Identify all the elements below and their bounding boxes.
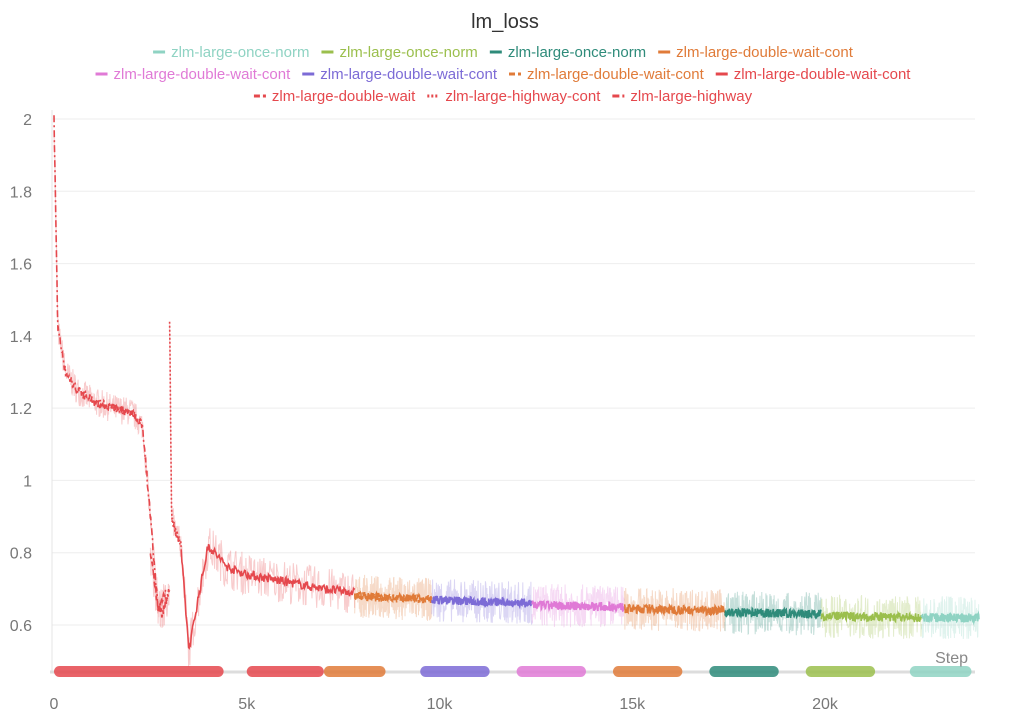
y-tick-label: 1.2 bbox=[10, 401, 32, 418]
chart-title: lm_loss bbox=[471, 11, 539, 33]
legend-item[interactable]: zlm-large-double-wait-cont bbox=[715, 66, 912, 83]
series-raw-line bbox=[149, 547, 170, 628]
series-line bbox=[531, 599, 626, 614]
legend-item[interactable]: zlm-large-highway-cont bbox=[427, 88, 601, 105]
legend-label: zlm-large-double-wait-cont bbox=[676, 44, 854, 61]
x-tick-label: 5k bbox=[238, 696, 256, 713]
legend-item[interactable]: zlm-large-once-norm bbox=[321, 44, 478, 61]
x-tick-label: 15k bbox=[619, 696, 646, 713]
x-axis-label: Step bbox=[935, 650, 968, 667]
series-line bbox=[53, 115, 167, 612]
legend-label: zlm-large-once-norm bbox=[339, 44, 477, 61]
legend-item[interactable]: zlm-large-double-wait bbox=[253, 88, 416, 105]
run-range-bar[interactable] bbox=[909, 666, 972, 677]
legend-label: zlm-large-highway bbox=[630, 88, 752, 105]
legend-label: zlm-large-highway-cont bbox=[445, 88, 601, 105]
series-raw-line bbox=[53, 133, 167, 614]
x-tick-label: 10k bbox=[427, 696, 454, 713]
run-range-bar[interactable] bbox=[612, 666, 683, 677]
y-tick-label: 0.8 bbox=[10, 546, 32, 563]
series-lines bbox=[53, 115, 980, 668]
legend-item[interactable]: zlm-large-double-wait-cont bbox=[509, 66, 705, 83]
y-tick-label: 1.4 bbox=[10, 329, 32, 346]
x-tick-label: 0 bbox=[50, 696, 59, 713]
y-axis: 0.6 0.8 1 1.2 1.4 1.6 1.8 2 bbox=[10, 112, 32, 635]
series-line bbox=[820, 610, 923, 624]
legend-label: zlm-large-once-norm bbox=[508, 44, 646, 61]
series-raw-line bbox=[431, 579, 533, 625]
legend-label: zlm-large-double-wait-cont bbox=[114, 66, 292, 83]
legend-item[interactable]: zlm-large-once-norm bbox=[489, 44, 646, 61]
run-range-bar[interactable] bbox=[805, 666, 876, 677]
y-tick-label: 1.6 bbox=[10, 257, 32, 274]
legend-item[interactable]: zlm-large-double-wait-cont bbox=[658, 44, 854, 61]
legend-item[interactable]: zlm-large-highway bbox=[612, 88, 753, 105]
series-raw-line bbox=[354, 574, 432, 621]
run-range-bar[interactable] bbox=[246, 666, 324, 677]
run-range-band[interactable] bbox=[50, 666, 975, 677]
run-range-bar[interactable] bbox=[54, 666, 224, 677]
legend: zlm-large-once-norm zlm-large-once-norm zl… bbox=[95, 44, 912, 105]
series-line bbox=[149, 553, 171, 618]
y-tick-label: 2 bbox=[23, 112, 32, 129]
legend-item[interactable]: zlm-large-double-wait-cont bbox=[302, 66, 498, 83]
series-raw-line bbox=[624, 587, 726, 632]
series-raw-line bbox=[180, 528, 356, 668]
x-axis: 0 5k 10k 15k 20k bbox=[50, 696, 839, 713]
run-range-bar[interactable] bbox=[709, 666, 779, 677]
legend-label: zlm-large-once-norm bbox=[171, 44, 309, 61]
run-range-bar[interactable] bbox=[516, 666, 586, 677]
series-line bbox=[168, 321, 182, 547]
series-line bbox=[180, 543, 356, 650]
legend-item[interactable]: zlm-large-double-wait-cont bbox=[95, 66, 292, 83]
legend-label: zlm-large-double-wait-cont bbox=[320, 66, 498, 83]
legend-item[interactable]: zlm-large-once-norm bbox=[153, 44, 309, 61]
y-tick-label: 1.8 bbox=[10, 184, 32, 201]
grid bbox=[51, 110, 975, 672]
series-raw-line bbox=[169, 324, 182, 558]
legend-label: zlm-large-double-wait bbox=[272, 88, 416, 105]
series-line bbox=[353, 590, 433, 606]
x-tick-label: 20k bbox=[812, 696, 839, 713]
legend-label: zlm-large-double-wait-cont bbox=[527, 66, 705, 83]
run-range-bar[interactable] bbox=[420, 666, 490, 677]
series-line bbox=[431, 595, 533, 610]
series-line bbox=[920, 610, 980, 626]
y-tick-label: 1 bbox=[23, 473, 32, 490]
legend-label: zlm-large-double-wait-cont bbox=[734, 66, 912, 83]
series-line bbox=[623, 603, 726, 618]
series-line bbox=[724, 606, 822, 620]
run-range-bar[interactable] bbox=[323, 666, 386, 677]
y-tick-label: 0.6 bbox=[10, 618, 32, 635]
series-raw-line bbox=[531, 584, 625, 628]
